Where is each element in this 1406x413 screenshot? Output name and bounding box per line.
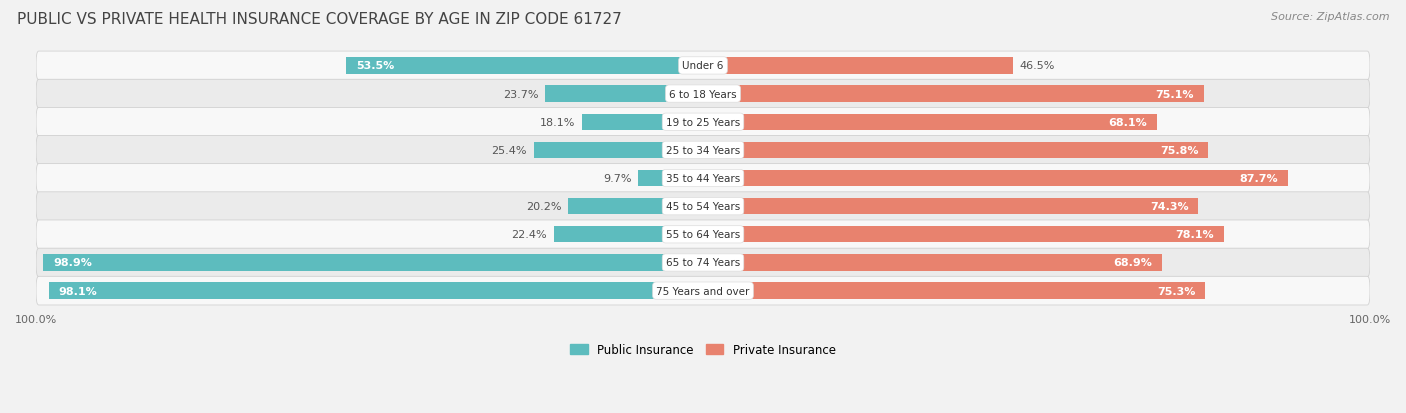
Text: 75.3%: 75.3% [1157,286,1195,296]
Bar [703,171,1288,187]
Bar [703,227,1223,243]
Text: 35 to 44 Years: 35 to 44 Years [666,173,740,184]
Text: 75.8%: 75.8% [1160,145,1198,156]
Bar [44,255,703,271]
Text: 68.9%: 68.9% [1114,258,1153,268]
Bar [638,171,703,187]
FancyBboxPatch shape [37,80,1369,109]
Text: 75.1%: 75.1% [1156,89,1194,100]
Text: 9.7%: 9.7% [603,173,631,184]
FancyBboxPatch shape [37,136,1369,165]
Text: PUBLIC VS PRIVATE HEALTH INSURANCE COVERAGE BY AGE IN ZIP CODE 61727: PUBLIC VS PRIVATE HEALTH INSURANCE COVER… [17,12,621,27]
Text: 19 to 25 Years: 19 to 25 Years [666,117,740,128]
Text: 20.2%: 20.2% [526,202,561,212]
Bar [703,283,1205,299]
Text: 25 to 34 Years: 25 to 34 Years [666,145,740,156]
FancyBboxPatch shape [37,221,1369,249]
Text: Under 6: Under 6 [682,61,724,71]
Text: 98.9%: 98.9% [53,258,93,268]
Text: 78.1%: 78.1% [1175,230,1213,240]
FancyBboxPatch shape [37,108,1369,137]
Text: 22.4%: 22.4% [512,230,547,240]
Text: 46.5%: 46.5% [1019,61,1054,71]
Text: 65 to 74 Years: 65 to 74 Years [666,258,740,268]
Text: 45 to 54 Years: 45 to 54 Years [666,202,740,212]
Text: 6 to 18 Years: 6 to 18 Years [669,89,737,100]
FancyBboxPatch shape [37,192,1369,221]
FancyBboxPatch shape [37,277,1369,305]
Bar [546,86,703,102]
Text: Source: ZipAtlas.com: Source: ZipAtlas.com [1271,12,1389,22]
Bar [568,199,703,215]
Bar [49,283,703,299]
Bar [703,255,1163,271]
Text: 53.5%: 53.5% [356,61,395,71]
Text: 23.7%: 23.7% [503,89,538,100]
Text: 74.3%: 74.3% [1150,202,1188,212]
FancyBboxPatch shape [37,249,1369,277]
Text: 68.1%: 68.1% [1108,117,1147,128]
Legend: Public Insurance, Private Insurance: Public Insurance, Private Insurance [565,338,841,361]
Bar [554,227,703,243]
Text: 25.4%: 25.4% [492,145,527,156]
Bar [703,142,1209,159]
Bar [703,86,1204,102]
Bar [346,58,703,74]
Text: 55 to 64 Years: 55 to 64 Years [666,230,740,240]
Bar [703,114,1157,131]
Text: 98.1%: 98.1% [59,286,97,296]
Bar [703,58,1014,74]
Text: 75 Years and over: 75 Years and over [657,286,749,296]
Bar [703,199,1198,215]
FancyBboxPatch shape [37,52,1369,81]
Bar [582,114,703,131]
Text: 18.1%: 18.1% [540,117,575,128]
Bar [534,142,703,159]
FancyBboxPatch shape [37,164,1369,193]
Text: 87.7%: 87.7% [1239,173,1278,184]
